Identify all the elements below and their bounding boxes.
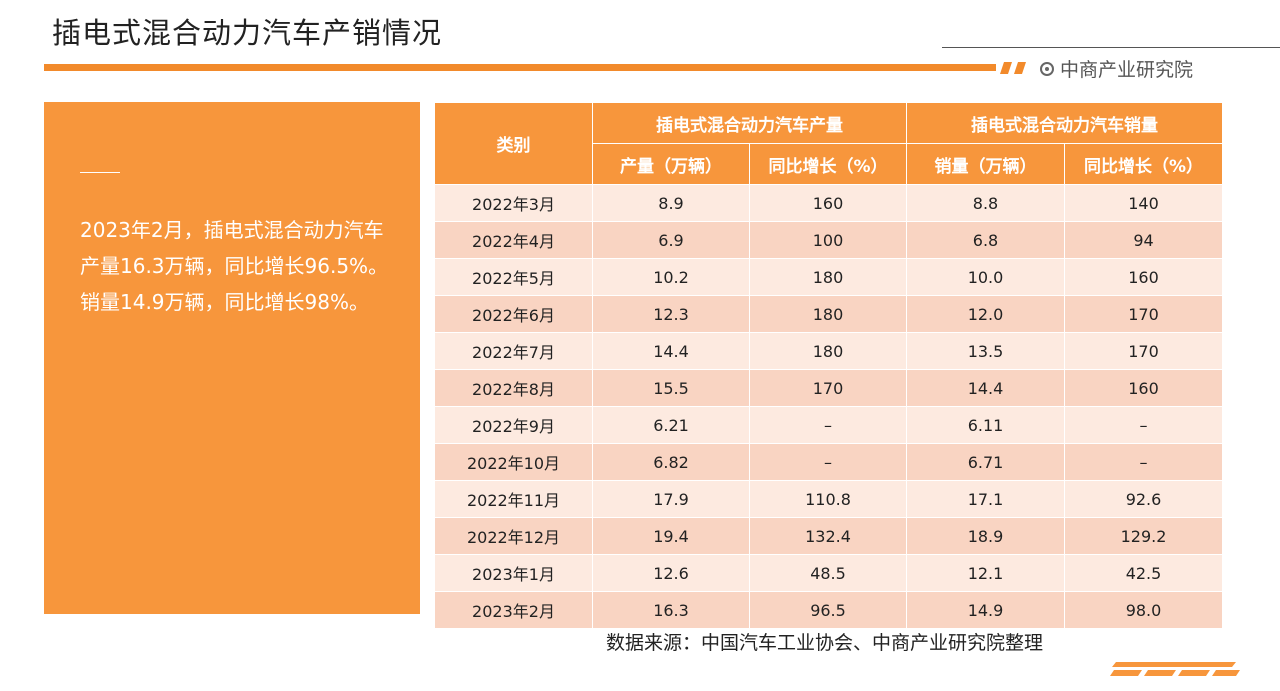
cell-month: 2022年12月	[434, 517, 593, 555]
table-row: 2022年6月 12.3 180 12.0 170	[434, 295, 1223, 333]
cell-month: 2022年10月	[434, 443, 593, 481]
table-row: 2023年2月 16.3 96.5 14.9 98.0	[434, 591, 1223, 629]
footer-stripes	[1110, 662, 1240, 676]
cell-month: 2022年3月	[434, 184, 593, 222]
cell-sales: 17.1	[906, 480, 1065, 518]
cell-production-growth: 170	[749, 369, 907, 407]
cell-sales: 6.71	[906, 443, 1065, 481]
header-production-growth: 同比增长（%）	[749, 143, 907, 185]
cell-sales-growth: –	[1064, 406, 1223, 444]
cell-sales: 14.9	[906, 591, 1065, 629]
cell-production: 16.3	[592, 591, 750, 629]
cell-production-growth: 180	[749, 332, 907, 370]
cell-sales: 10.0	[906, 258, 1065, 296]
cell-month: 2022年5月	[434, 258, 593, 296]
table-row: 2022年4月 6.9 100 6.8 94	[434, 221, 1223, 259]
header-sales-growth: 同比增长（%）	[1064, 143, 1223, 185]
header-production-group: 插电式混合动力汽车产量	[592, 102, 907, 144]
summary-text: 2023年2月，插电式混合动力汽车产量16.3万辆，同比增长96.5%。销量14…	[80, 218, 389, 314]
header-bar	[44, 64, 996, 71]
cell-production: 6.21	[592, 406, 750, 444]
table-row: 2022年8月 15.5 170 14.4 160	[434, 369, 1223, 407]
cell-month: 2022年8月	[434, 369, 593, 407]
cell-production-growth: –	[749, 406, 907, 444]
header-category: 类别	[434, 102, 593, 185]
cell-production: 6.9	[592, 221, 750, 259]
cell-month: 2022年9月	[434, 406, 593, 444]
cell-production-growth: 180	[749, 258, 907, 296]
cell-sales-growth: 160	[1064, 258, 1223, 296]
header-stripes	[1000, 62, 1026, 74]
table-row: 2023年1月 12.6 48.5 12.1 42.5	[434, 554, 1223, 592]
cell-sales: 12.0	[906, 295, 1065, 333]
cell-sales-growth: 92.6	[1064, 480, 1223, 518]
cell-sales-growth: 170	[1064, 295, 1223, 333]
data-table: 类别 插电式混合动力汽车产量 插电式混合动力汽车销量 产量（万辆） 同比增长（%…	[434, 102, 1223, 629]
header-thin-line	[942, 47, 1280, 48]
cell-production: 14.4	[592, 332, 750, 370]
table-body: 2022年3月 8.9 160 8.8 140 2022年4月 6.9 100 6.8 94 202…	[434, 184, 1223, 629]
cell-month: 2023年1月	[434, 554, 593, 592]
cell-production: 17.9	[592, 480, 750, 518]
brand: 中商产业研究院	[1040, 55, 1193, 82]
cell-production: 12.6	[592, 554, 750, 592]
cell-production-growth: 48.5	[749, 554, 907, 592]
cell-sales: 14.4	[906, 369, 1065, 407]
cell-month: 2022年11月	[434, 480, 593, 518]
panel-dash	[80, 172, 120, 173]
cell-production: 10.2	[592, 258, 750, 296]
cell-production-growth: 180	[749, 295, 907, 333]
cell-month: 2022年4月	[434, 221, 593, 259]
cell-sales-growth: 42.5	[1064, 554, 1223, 592]
cell-month: 2023年2月	[434, 591, 593, 629]
cell-production-growth: 96.5	[749, 591, 907, 629]
cell-sales: 6.11	[906, 406, 1065, 444]
table-row: 2022年10月 6.82–6.71–	[434, 443, 1223, 481]
table-row: 2022年12月 19.4 132.4 18.9 129.2	[434, 517, 1223, 555]
cell-production-growth: –	[749, 443, 907, 481]
cell-production-growth: 100	[749, 221, 907, 259]
cell-production-growth: 132.4	[749, 517, 907, 555]
table-row: 2022年3月 8.9 160 8.8 140	[434, 184, 1223, 222]
cell-sales-growth: –	[1064, 443, 1223, 481]
brand-logo-icon	[1040, 61, 1054, 76]
cell-production: 15.5	[592, 369, 750, 407]
cell-sales: 13.5	[906, 332, 1065, 370]
cell-sales-growth: 170	[1064, 332, 1223, 370]
summary-panel: 2023年2月，插电式混合动力汽车产量16.3万辆，同比增长96.5%。销量14…	[44, 102, 420, 614]
header-sales-group: 插电式混合动力汽车销量	[906, 102, 1223, 144]
cell-sales: 8.8	[906, 184, 1065, 222]
cell-month: 2022年7月	[434, 332, 593, 370]
page-title: 插电式混合动力汽车产销情况	[52, 16, 443, 50]
table-row: 2022年7月 14.4 180 13.5 170	[434, 332, 1223, 370]
cell-sales: 12.1	[906, 554, 1065, 592]
table-row: 2022年11月 17.9 110.8 17.1 92.6	[434, 480, 1223, 518]
cell-production-growth: 110.8	[749, 480, 907, 518]
cell-sales-growth: 140	[1064, 184, 1223, 222]
header-sales: 销量（万辆）	[906, 143, 1065, 185]
cell-sales-growth: 129.2	[1064, 517, 1223, 555]
data-source: 数据来源：中国汽车工业协会、中商产业研究院整理	[606, 632, 1044, 654]
table-row: 2022年9月 6.21–6.11–	[434, 406, 1223, 444]
cell-production-growth: 160	[749, 184, 907, 222]
cell-production: 8.9	[592, 184, 750, 222]
cell-sales-growth: 98.0	[1064, 591, 1223, 629]
cell-sales: 6.8	[906, 221, 1065, 259]
cell-production: 19.4	[592, 517, 750, 555]
cell-month: 2022年6月	[434, 295, 593, 333]
cell-production: 12.3	[592, 295, 750, 333]
table-row: 2022年5月 10.2 180 10.0 160	[434, 258, 1223, 296]
cell-production: 6.82	[592, 443, 750, 481]
cell-sales-growth: 160	[1064, 369, 1223, 407]
cell-sales: 18.9	[906, 517, 1065, 555]
header-production: 产量（万辆）	[592, 143, 750, 185]
brand-name: 中商产业研究院	[1060, 59, 1194, 81]
cell-sales-growth: 94	[1064, 221, 1223, 259]
